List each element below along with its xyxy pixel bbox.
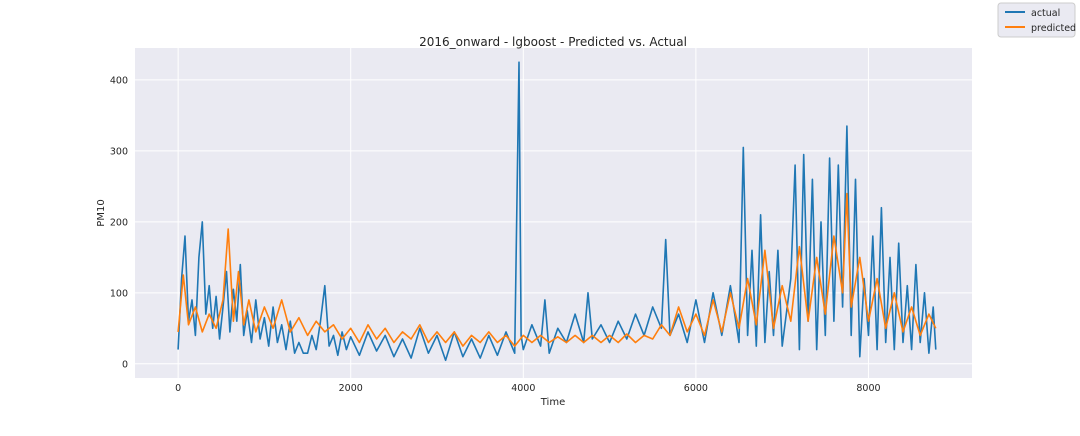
x-tick-label: 2000 <box>339 383 363 394</box>
y-tick-label: 0 <box>122 359 128 370</box>
x-tick-label: 4000 <box>511 383 535 394</box>
legend-label-actual: actual <box>1031 8 1060 19</box>
y-tick-label: 200 <box>110 217 128 228</box>
y-tick-label: 400 <box>110 75 128 86</box>
legend: actual predicted <box>997 2 1076 38</box>
series-lines <box>177 61 937 362</box>
x-axis-label: Time <box>540 397 565 408</box>
x-tick-label: 8000 <box>856 383 880 394</box>
tick-labels: 0 2000 4000 6000 8000 0 100 200 300 400 <box>110 75 881 394</box>
y-tick-label: 100 <box>110 288 128 299</box>
chart-title: 2016_onward - lgboost - Predicted vs. Ac… <box>419 35 687 49</box>
x-tick-label: 6000 <box>684 383 708 394</box>
legend-label-predicted: predicted <box>1031 23 1076 34</box>
y-axis-label: PM10 <box>96 199 107 226</box>
x-tick-label: 0 <box>175 383 181 394</box>
series-line-actual <box>177 61 937 362</box>
series-line-predicted <box>177 192 937 347</box>
y-tick-label: 300 <box>110 146 128 157</box>
